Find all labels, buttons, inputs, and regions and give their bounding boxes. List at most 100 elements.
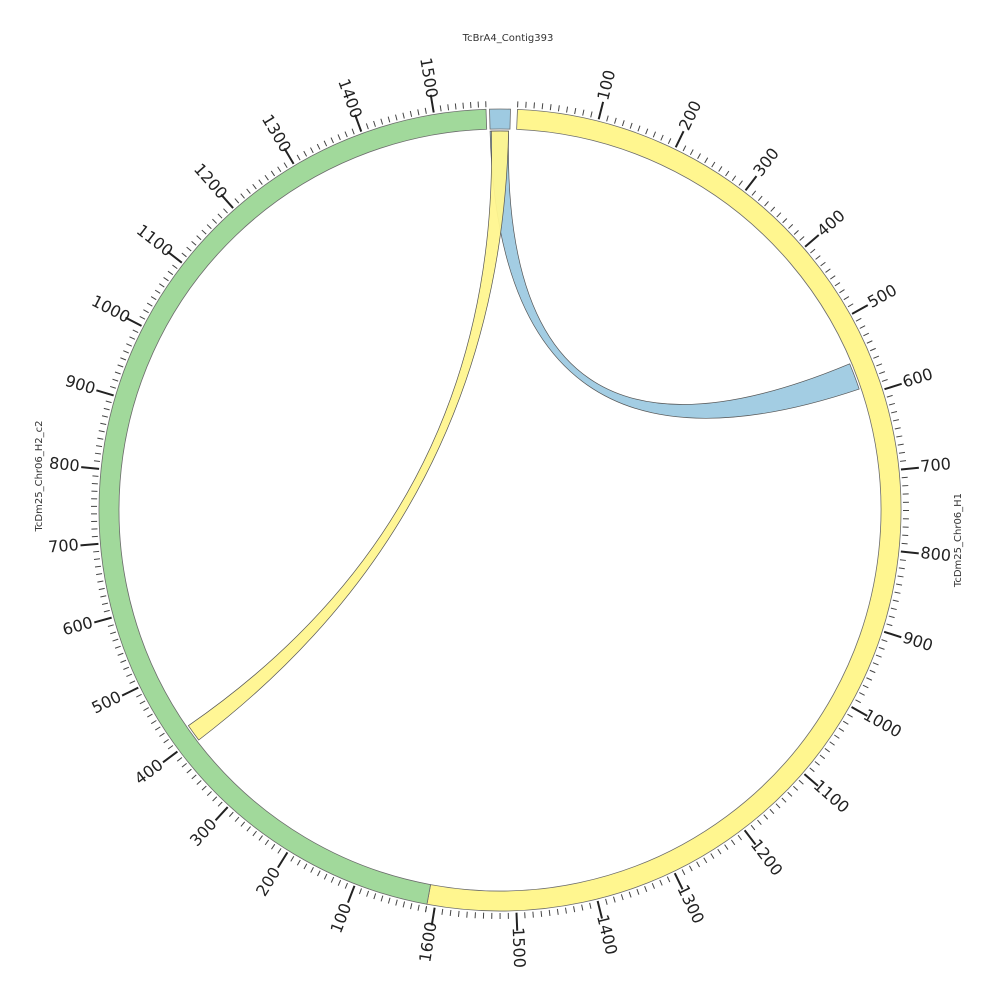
minor-tick <box>731 175 737 181</box>
minor-tick <box>757 819 762 825</box>
minor-tick <box>117 364 124 368</box>
minor-tick <box>110 631 117 635</box>
minor-tick <box>541 103 544 110</box>
major-tick <box>96 389 114 397</box>
minor-tick <box>101 602 109 605</box>
major-tick <box>597 101 605 120</box>
tick-label: 1200 <box>747 836 787 880</box>
major-tick <box>900 466 919 471</box>
tick-label: 1300 <box>258 111 295 156</box>
minor-tick <box>548 909 551 916</box>
minor-tick <box>875 654 882 658</box>
minor-tick <box>120 659 127 663</box>
minor-tick <box>217 801 223 807</box>
minor-tick <box>613 896 616 903</box>
minor-tick <box>93 460 100 462</box>
tick-label: 800 <box>920 543 952 565</box>
minor-tick <box>100 595 107 598</box>
minor-tick <box>888 615 895 619</box>
minor-tick <box>763 814 769 820</box>
link-ribbon-1 <box>187 130 509 741</box>
minor-tick <box>330 876 335 883</box>
major-tick <box>81 466 100 470</box>
labels-layer: TcBrA4_Contig393 TcDm25_Chr06_H1 TcDm25_… <box>34 33 964 588</box>
minor-tick <box>898 567 905 570</box>
minor-tick <box>798 779 804 785</box>
minor-tick <box>886 623 893 627</box>
minor-tick <box>793 230 799 235</box>
major-tick <box>277 851 289 869</box>
minor-tick <box>815 255 821 260</box>
minor-tick <box>869 669 876 674</box>
major-tick <box>804 234 820 248</box>
tick-label: 1000 <box>860 705 905 741</box>
minor-tick <box>704 157 709 164</box>
minor-tick <box>107 624 114 628</box>
tick-label: 1300 <box>673 882 708 927</box>
minor-tick <box>824 748 831 753</box>
minor-tick <box>439 105 442 112</box>
minor-tick <box>100 422 107 425</box>
minor-tick <box>843 296 850 301</box>
major-tick <box>162 750 179 764</box>
tick-label: 900 <box>900 628 935 655</box>
minor-tick <box>697 153 701 159</box>
minor-tick <box>725 170 730 177</box>
minor-tick <box>681 869 686 876</box>
minor-tick <box>97 580 104 583</box>
minor-tick <box>98 587 105 591</box>
minor-tick <box>206 224 212 230</box>
minor-tick <box>424 906 428 913</box>
major-tick <box>515 912 519 931</box>
minor-tick <box>873 355 880 359</box>
minor-tick <box>892 599 899 602</box>
minor-tick <box>620 894 624 901</box>
minor-tick <box>206 791 212 796</box>
minor-tick <box>129 336 136 340</box>
minor-tick <box>296 154 301 161</box>
minor-tick <box>409 110 413 117</box>
tick-label: 900 <box>63 371 98 398</box>
minor-tick <box>114 371 121 375</box>
minor-tick <box>123 350 130 354</box>
minor-tick <box>246 826 251 832</box>
minor-tick <box>847 303 854 308</box>
major-tick <box>883 630 902 639</box>
minor-tick <box>310 147 314 154</box>
minor-tick <box>387 116 391 123</box>
tick-label: 1400 <box>334 76 366 121</box>
major-tick <box>884 382 902 391</box>
minor-tick <box>830 275 836 280</box>
minor-tick <box>866 340 873 344</box>
minor-tick <box>417 904 420 911</box>
major-tick <box>347 885 356 903</box>
tick-label: 300 <box>749 144 783 180</box>
minor-tick <box>97 437 104 440</box>
tick-label: 1500 <box>509 927 530 968</box>
major-tick <box>744 175 758 192</box>
minor-tick <box>533 102 535 109</box>
minor-tick <box>223 208 228 214</box>
minor-tick <box>167 270 174 276</box>
minor-tick <box>424 107 427 114</box>
minor-tick <box>344 131 348 138</box>
minor-tick <box>316 143 321 150</box>
minor-tick <box>793 785 799 791</box>
minor-tick <box>196 235 202 241</box>
minor-tick <box>696 861 700 868</box>
minor-tick <box>645 128 649 135</box>
minor-tick <box>114 645 121 649</box>
minor-tick <box>147 713 153 718</box>
minor-tick <box>894 427 901 430</box>
minor-tick <box>109 385 116 389</box>
minor-tick <box>724 844 729 850</box>
minor-tick <box>139 700 146 705</box>
minor-tick <box>317 870 321 877</box>
minor-tick <box>899 559 906 561</box>
minor-tick <box>652 131 656 138</box>
minor-tick <box>212 218 218 224</box>
minor-tick <box>191 240 197 246</box>
minor-tick <box>814 761 820 766</box>
minor-tick <box>155 726 161 731</box>
segment-label-contig: TcBrA4_Contig393 <box>462 33 554 44</box>
